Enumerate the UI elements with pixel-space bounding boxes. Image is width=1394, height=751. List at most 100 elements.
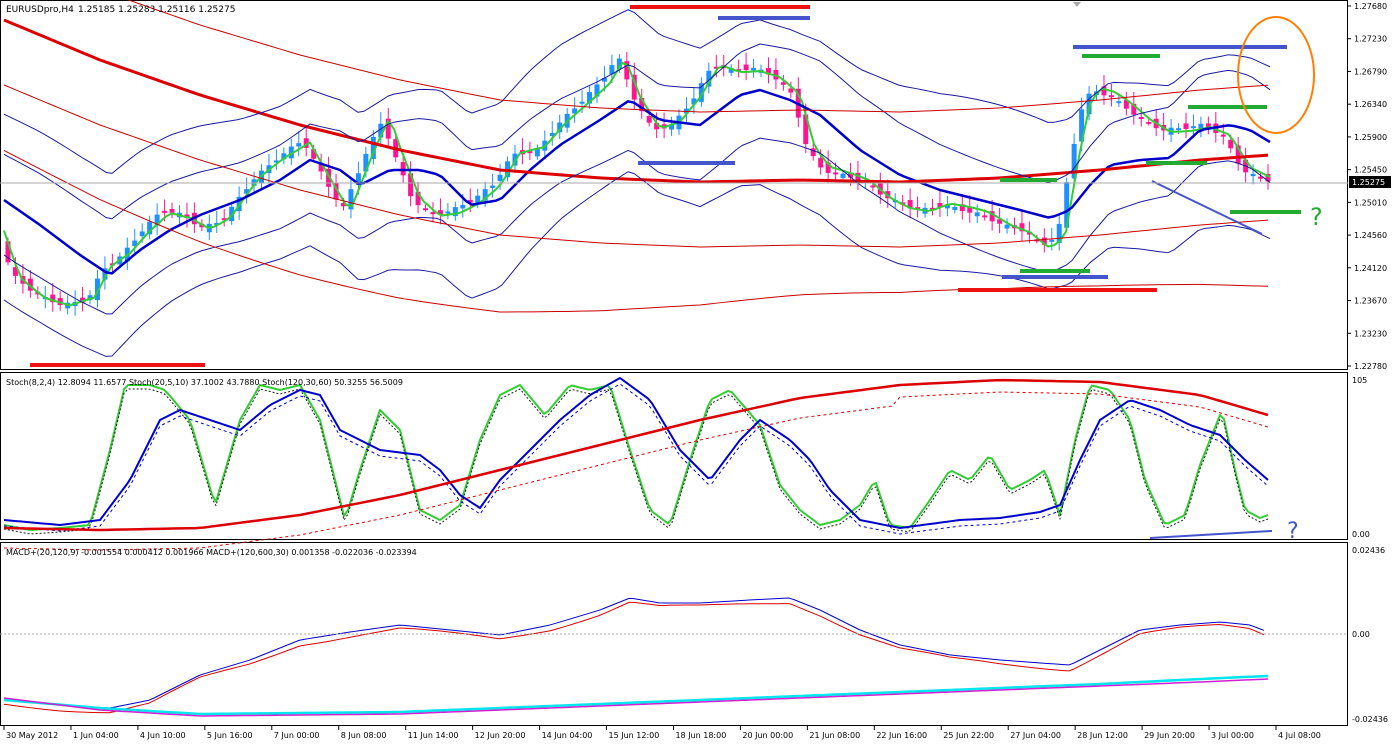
candle-body bbox=[1041, 237, 1047, 245]
candle-body bbox=[1019, 223, 1025, 232]
time-tick-label: 20 Jun 00:00 bbox=[742, 731, 793, 740]
candle-body bbox=[967, 207, 973, 213]
candle-body bbox=[1220, 134, 1226, 137]
price-panel[interactable] bbox=[0, 0, 1348, 370]
candle-body bbox=[579, 101, 585, 104]
candle-body bbox=[847, 172, 853, 178]
price-tick-label: 1.27230 bbox=[1354, 35, 1387, 44]
time-tick-label: 18 Jun 18:00 bbox=[675, 731, 726, 740]
macd-top-label: 0.02436 bbox=[1352, 546, 1385, 555]
macd-mid-label: 0.00 bbox=[1352, 630, 1370, 639]
candle-body bbox=[132, 240, 138, 247]
time-tick-label: 5 Jun 16:00 bbox=[207, 731, 253, 740]
price-tick-label: 1.26340 bbox=[1354, 100, 1387, 109]
time-tick-label: 4 Jul 08:00 bbox=[1278, 731, 1321, 740]
candle-body bbox=[415, 191, 421, 206]
time-tick-label: 7 Jun 00:00 bbox=[274, 731, 320, 740]
time-tick-label: 27 Jun 04:00 bbox=[1010, 731, 1061, 740]
candle-body bbox=[5, 241, 11, 263]
candle-body bbox=[1250, 173, 1256, 177]
candle-body bbox=[423, 208, 429, 211]
time-tick-label: 11 Jun 14:00 bbox=[408, 731, 459, 740]
candle-body bbox=[952, 206, 958, 211]
candle-body bbox=[162, 210, 168, 213]
scroll-marker-icon[interactable] bbox=[1073, 2, 1081, 7]
candle-body bbox=[915, 207, 921, 210]
candle-body bbox=[706, 70, 712, 87]
price-tick-label: 1.27680 bbox=[1354, 2, 1387, 11]
candle-body bbox=[534, 148, 540, 157]
candle-body bbox=[281, 153, 287, 160]
candle-body bbox=[743, 64, 749, 71]
candle-body bbox=[557, 122, 563, 133]
candle-body bbox=[624, 61, 630, 80]
candle-body bbox=[840, 173, 846, 178]
band-blue-lower-outer bbox=[3, 171, 1271, 357]
candle-body bbox=[1079, 109, 1085, 142]
candle-body bbox=[452, 207, 458, 217]
candle-body bbox=[87, 295, 93, 301]
time-tick-label: 1 Jun 04:00 bbox=[73, 731, 119, 740]
stoch-panel[interactable] bbox=[0, 372, 1348, 540]
candle-body bbox=[691, 98, 697, 105]
macd-series bbox=[3, 597, 1269, 717]
stoch-fast-line bbox=[3, 384, 1269, 531]
candle-body bbox=[609, 65, 615, 75]
candle-body bbox=[1071, 143, 1077, 179]
candle-body bbox=[445, 211, 451, 214]
candle-body bbox=[1265, 174, 1271, 182]
current-price-label: 1.25275 bbox=[1352, 178, 1385, 187]
candle-body bbox=[1026, 231, 1032, 235]
candle-body bbox=[944, 205, 950, 209]
candle-body bbox=[1198, 123, 1204, 132]
current-price-box bbox=[1349, 176, 1391, 188]
candle-body bbox=[669, 124, 675, 130]
candle-body bbox=[139, 231, 145, 237]
time-axis: 30 May 2012 1 Jun 04:00 4 Jun 10:00 5 Jun 1… bbox=[3, 726, 1321, 740]
macd-fast-line bbox=[3, 597, 1265, 709]
candle-body bbox=[1056, 223, 1062, 243]
ma-red-line bbox=[3, 18, 1269, 184]
candle-body bbox=[751, 67, 757, 71]
candle-body bbox=[430, 212, 436, 215]
candle-body bbox=[1183, 123, 1189, 129]
symbol-label: EURUSDpro,H4 bbox=[6, 5, 74, 15]
candle-body bbox=[989, 211, 995, 222]
candle-body bbox=[1116, 101, 1122, 104]
candle-body bbox=[765, 68, 771, 75]
candle-body bbox=[221, 218, 227, 221]
band-blue-upper-outer bbox=[3, 9, 1271, 174]
candle-body bbox=[482, 189, 488, 201]
stoch-label: Stoch(8,2,4) 12.8094 11.6577 Stoch(20,5,… bbox=[6, 378, 403, 387]
candle-body bbox=[341, 203, 347, 207]
candle-body bbox=[385, 118, 391, 139]
candle-body bbox=[713, 66, 719, 69]
candle-body bbox=[654, 122, 660, 130]
stoch-series bbox=[3, 377, 1273, 551]
candle-body bbox=[378, 123, 384, 138]
candle-body bbox=[594, 84, 600, 97]
macd-slow-signal bbox=[3, 678, 1269, 717]
candle-body bbox=[997, 219, 1003, 224]
candle-body bbox=[907, 200, 913, 209]
orange-circle-annotation bbox=[1237, 16, 1315, 134]
candle-body bbox=[549, 133, 555, 136]
candle-body bbox=[937, 202, 943, 207]
candle-body bbox=[616, 58, 622, 70]
macd-label: MACD+(20,120,9) -0.001554 0.000412 0.001… bbox=[6, 548, 417, 557]
time-tick-label: 28 Jun 12:00 bbox=[1077, 731, 1128, 740]
macd-fast-signal bbox=[3, 601, 1265, 714]
candle-body bbox=[400, 162, 406, 176]
price-tick-label: 1.22780 bbox=[1354, 362, 1387, 371]
candle-body bbox=[1228, 139, 1234, 149]
candle-body bbox=[736, 69, 742, 72]
candle-body bbox=[1176, 128, 1182, 131]
stoch-mid-line bbox=[3, 377, 1269, 529]
candle-body bbox=[296, 143, 302, 147]
time-tick-label: 30 May 2012 bbox=[6, 731, 58, 740]
candle-body bbox=[959, 204, 965, 212]
candle-body bbox=[780, 82, 786, 85]
band-red-lower-outer bbox=[3, 149, 1269, 313]
trend-line bbox=[1151, 180, 1263, 235]
